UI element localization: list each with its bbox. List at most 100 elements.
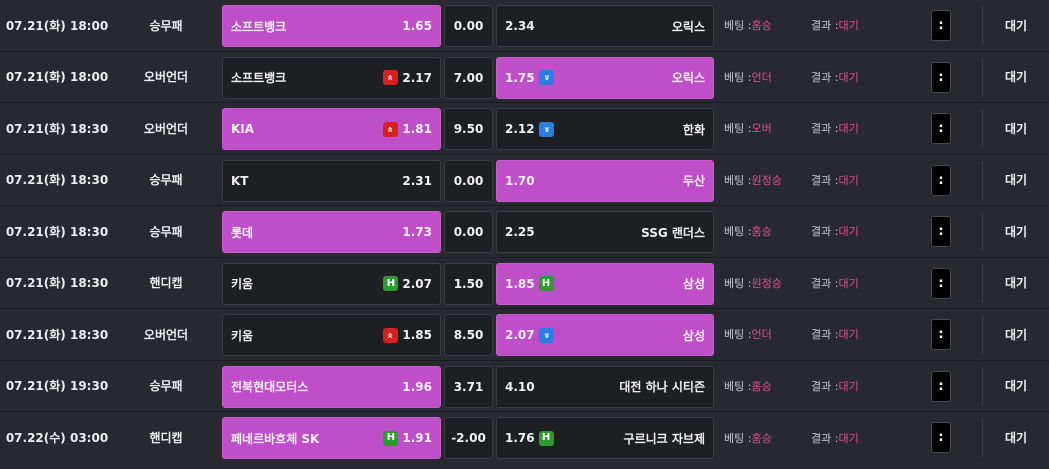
away-odds-button[interactable]: 4.10 대전 하나 시티즌 [496, 365, 714, 408]
line-value: 8.50 [444, 314, 493, 356]
home-odds-button[interactable]: 키움 » 1.85 [222, 314, 441, 356]
home-odds-value: 1.73 [402, 225, 432, 239]
status-label: 대기 [1004, 379, 1028, 394]
line-value: 0.00 [444, 5, 493, 47]
away-team-name: 구르니크 자브제 [623, 431, 705, 446]
match-datetime: 07.21(화) 19:30 [5, 379, 109, 394]
down-arrow-icon: » [538, 70, 554, 85]
divider [982, 109, 983, 148]
home-odds-button[interactable]: 키움 H 2.07 [222, 262, 441, 305]
bet-value: 언더 [751, 328, 772, 342]
more-menu-button[interactable]: : [931, 164, 951, 196]
match-datetime: 07.21(화) 18:00 [5, 70, 109, 85]
game-type: 오버언더 [143, 121, 189, 136]
handicap-icon: H [383, 276, 399, 291]
away-odds-value: 1.75 [505, 70, 535, 85]
home-odds-button[interactable]: 소프트뱅크 1.65 [222, 5, 441, 47]
more-menu-button[interactable]: : [931, 319, 951, 350]
bet-result: 결과 : 대기 [811, 361, 891, 412]
away-team-name: 오릭스 [671, 71, 705, 85]
away-odds-button[interactable]: 1.75» 오릭스 [496, 56, 714, 99]
away-odds-value: 2.12 [505, 122, 535, 136]
status-label: 대기 [1004, 70, 1028, 85]
home-odds-value: 1.81 [402, 122, 432, 136]
line-value: 9.50 [444, 108, 493, 150]
game-type: 승무패 [149, 224, 183, 239]
home-team-name: KIA [231, 122, 255, 136]
away-odds-button[interactable]: 2.07» 삼성 [496, 314, 714, 356]
more-menu-button[interactable]: : [931, 267, 951, 299]
match-datetime: 07.22(수) 03:00 [5, 431, 109, 446]
result-value: 대기 [838, 431, 859, 445]
away-team-name: 삼성 [682, 328, 705, 343]
home-odds-button[interactable]: 페네르바흐체 SK H 1.91 [222, 417, 441, 459]
away-odds-button[interactable]: 2.25 SSG 랜더스 [496, 211, 714, 253]
away-odds-value: 1.76 [505, 431, 535, 445]
game-type: 오버언더 [143, 70, 189, 85]
bet-value: 홈승 [751, 19, 772, 33]
bet-result: 결과 : 대기 [811, 155, 891, 206]
away-odds-group: 1.70 [505, 174, 535, 188]
away-odds-group: 1.76 H [505, 430, 554, 446]
home-odds-button[interactable]: 전북현대모터스 1.96 [222, 365, 441, 408]
away-odds-button[interactable]: 2.34 오릭스 [496, 5, 714, 47]
home-odds-group: H 2.07 [383, 276, 432, 291]
status-label: 대기 [1004, 18, 1028, 33]
result-label: 결과 : [811, 173, 839, 187]
home-team-name: 키움 [231, 328, 254, 343]
bet-row: 07.21(화) 18:30 승무패 KT 2.31 0.00 1.70 두산 베팅 : 원정… [0, 155, 1049, 206]
more-menu-button[interactable]: : [931, 61, 951, 93]
result-label: 결과 : [811, 328, 839, 342]
divider [982, 212, 983, 251]
divider [982, 160, 983, 200]
home-odds-button[interactable]: KT 2.31 [222, 159, 441, 202]
up-arrow-icon: » [383, 121, 399, 137]
line-value: 0.00 [444, 211, 493, 253]
divider [982, 315, 983, 354]
away-odds-button[interactable]: 1.70 두산 [496, 159, 714, 202]
bet-result: 결과 : 대기 [811, 103, 891, 154]
game-type: 승무패 [149, 379, 183, 394]
line-value: -2.00 [444, 417, 493, 459]
game-type: 승무패 [149, 18, 183, 33]
bet-choice: 베팅 : 홈승 [724, 206, 808, 257]
result-value: 대기 [838, 379, 859, 393]
bet-choice: 베팅 : 원정승 [724, 155, 808, 206]
result-label: 결과 : [811, 70, 839, 84]
bet-result: 결과 : 대기 [811, 206, 891, 257]
home-odds-group: 1.96 [402, 380, 432, 394]
bet-label: 베팅 : [724, 70, 752, 84]
home-odds-button[interactable]: 소프트뱅크 » 2.17 [222, 56, 441, 99]
bet-result: 결과 : 대기 [811, 309, 891, 360]
bet-row: 07.21(화) 18:30 오버언더 KIA» 1.81 9.50 2.12» 한화 베팅 … [0, 103, 1049, 155]
more-menu-button[interactable]: : [931, 216, 951, 247]
result-value: 대기 [838, 173, 859, 187]
handicap-icon: H [538, 276, 554, 291]
away-odds-button[interactable]: 1.76 H 구르니크 자브제 [496, 417, 714, 459]
status-label: 대기 [1004, 327, 1028, 342]
away-team-name: 두산 [682, 174, 705, 188]
home-odds-group: » 2.17 [383, 70, 432, 85]
match-datetime: 07.21(화) 18:30 [5, 173, 109, 188]
more-menu-button[interactable]: : [931, 422, 951, 453]
match-datetime: 07.21(화) 18:30 [5, 224, 109, 239]
status-label: 대기 [1004, 431, 1028, 446]
more-menu-button[interactable]: : [931, 370, 951, 402]
divider [982, 263, 983, 303]
away-odds-button[interactable]: 2.12» 한화 [496, 108, 714, 150]
away-odds-group: 1.85 H [505, 276, 554, 291]
home-odds-value: 1.85 [402, 328, 432, 342]
home-odds-button[interactable]: 롯데 1.73 [222, 211, 441, 253]
away-odds-button[interactable]: 1.85 H 삼성 [496, 262, 714, 305]
home-team-name: 페네르바흐체 SK [231, 431, 320, 446]
bet-value: 홈승 [751, 379, 772, 393]
home-odds-value: 2.31 [402, 173, 432, 188]
line-value: 3.71 [444, 365, 493, 408]
away-team-name: SSG 랜더스 [641, 225, 705, 240]
home-odds-button[interactable]: KIA » 1.81 [222, 108, 441, 150]
more-menu-button[interactable]: : [931, 10, 951, 41]
away-team-name: 삼성 [682, 277, 705, 291]
bet-result: 결과 : 대기 [811, 258, 891, 309]
bet-result: 결과 : 대기 [811, 52, 891, 103]
more-menu-button[interactable]: : [931, 113, 951, 144]
